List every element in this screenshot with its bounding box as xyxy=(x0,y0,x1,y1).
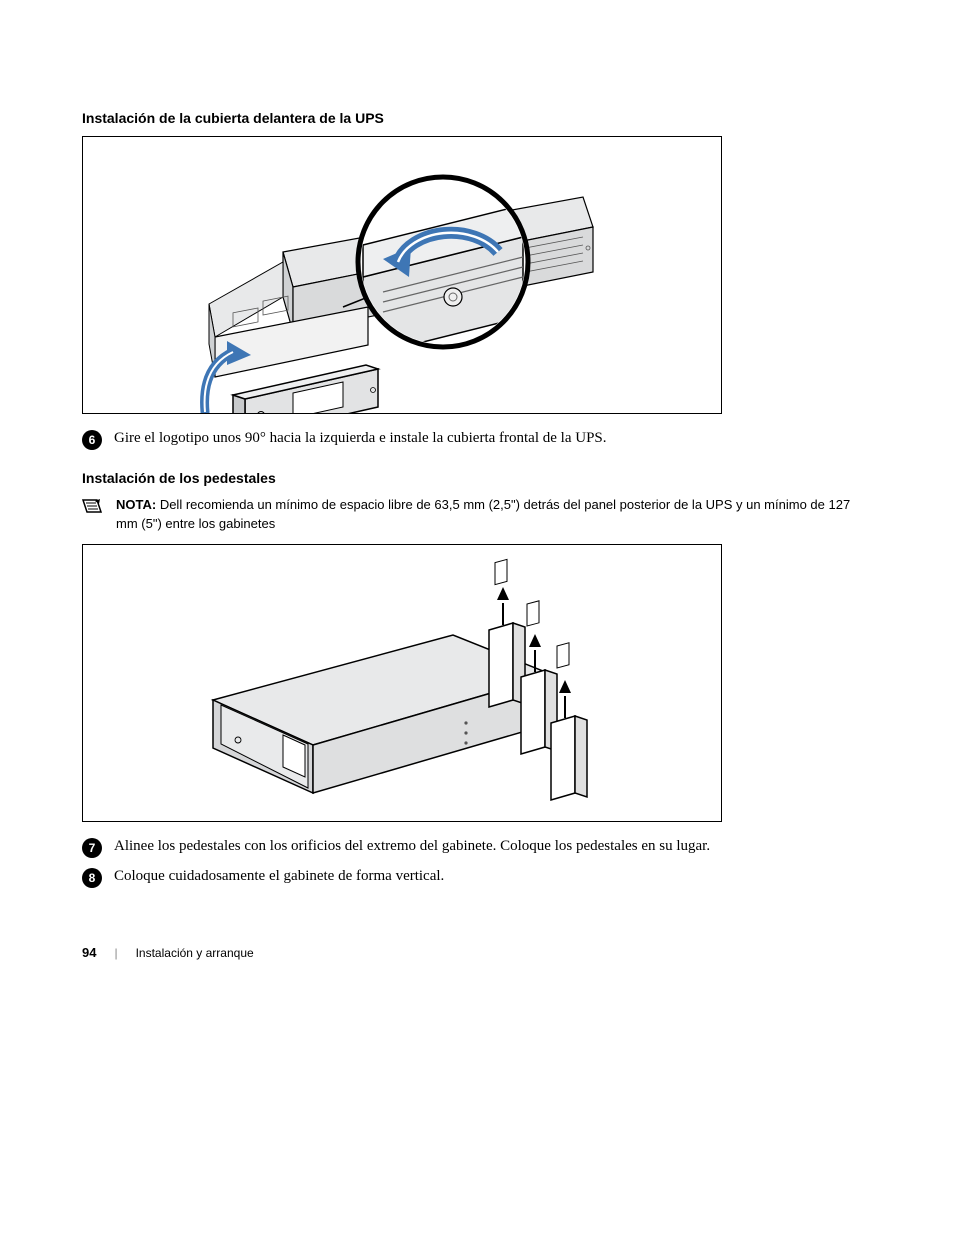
ups-with-pedestals xyxy=(213,559,587,800)
note-body: Dell recomienda un mínimo de espacio lib… xyxy=(116,497,850,531)
figure-1-install-front-cover xyxy=(82,136,722,414)
footer-section: Instalación y arranque xyxy=(136,946,254,960)
figure-2-install-pedestals xyxy=(82,544,722,822)
footer-divider: | xyxy=(114,946,117,960)
note-label: NOTA: xyxy=(116,497,156,512)
step-8-row: 8 Coloque cuidadosamente el gabinete de … xyxy=(82,866,872,888)
page-footer: 94 | Instalación y arranque xyxy=(82,945,254,960)
heading-pedestals: Instalación de los pedestales xyxy=(82,470,872,486)
magnifier-detail xyxy=(343,177,528,357)
step-bullet-8: 8 xyxy=(82,868,102,888)
step-6-text: Gire el logotipo unos 90° hacia la izqui… xyxy=(114,428,607,449)
step-7-row: 7 Alinee los pedestales con los orificio… xyxy=(82,836,872,858)
heading-front-cover: Instalación de la cubierta delantera de … xyxy=(82,110,872,126)
note-icon xyxy=(82,498,102,514)
step-8-text: Coloque cuidadosamente el gabinete de fo… xyxy=(114,866,444,887)
step-bullet-7: 7 xyxy=(82,838,102,858)
front-bezel xyxy=(233,365,378,414)
note-row: NOTA: Dell recomienda un mínimo de espac… xyxy=(82,496,872,534)
page-number: 94 xyxy=(82,945,96,960)
step-bullet-6: 6 xyxy=(82,430,102,450)
step-6-row: 6 Gire el logotipo unos 90° hacia la izq… xyxy=(82,428,872,450)
step-7-text: Alinee los pedestales con los orificios … xyxy=(114,836,710,857)
